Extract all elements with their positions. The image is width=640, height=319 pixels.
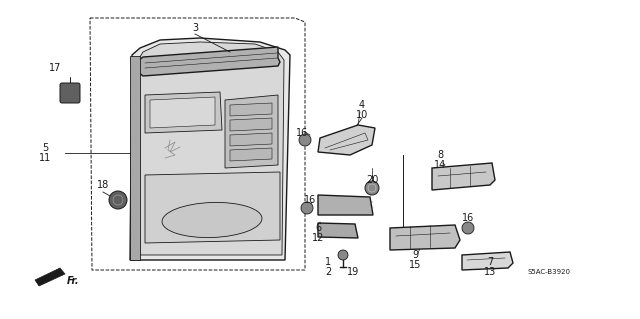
Polygon shape <box>145 172 280 243</box>
Polygon shape <box>318 195 373 215</box>
Circle shape <box>109 191 127 209</box>
Circle shape <box>365 181 379 195</box>
Polygon shape <box>230 103 272 116</box>
Text: 2: 2 <box>325 267 331 277</box>
FancyBboxPatch shape <box>60 83 80 103</box>
Text: 3: 3 <box>192 23 198 33</box>
Text: 16: 16 <box>462 213 474 223</box>
Polygon shape <box>230 118 272 131</box>
Text: 16: 16 <box>296 128 308 138</box>
Text: 14: 14 <box>434 160 446 170</box>
Polygon shape <box>138 47 280 76</box>
Text: S5AC-B3920: S5AC-B3920 <box>527 269 570 275</box>
Polygon shape <box>230 148 272 161</box>
Circle shape <box>338 250 348 260</box>
Polygon shape <box>318 223 358 238</box>
Text: 17: 17 <box>49 63 61 73</box>
Text: 19: 19 <box>347 267 359 277</box>
Polygon shape <box>130 38 290 260</box>
Polygon shape <box>225 95 278 168</box>
Circle shape <box>299 134 311 146</box>
Text: 12: 12 <box>312 233 324 243</box>
Polygon shape <box>130 56 140 260</box>
Text: 10: 10 <box>356 110 368 120</box>
Polygon shape <box>432 163 495 190</box>
Text: 8: 8 <box>437 150 443 160</box>
Text: 7: 7 <box>487 257 493 267</box>
Polygon shape <box>390 225 460 250</box>
Ellipse shape <box>162 203 262 238</box>
Text: 16: 16 <box>304 195 316 205</box>
Text: 15: 15 <box>409 260 421 270</box>
Text: Fr.: Fr. <box>67 276 79 286</box>
Text: 5: 5 <box>42 143 48 153</box>
Polygon shape <box>145 92 222 133</box>
Polygon shape <box>230 133 272 146</box>
Circle shape <box>301 202 313 214</box>
Polygon shape <box>138 42 284 255</box>
Text: 6: 6 <box>315 223 321 233</box>
Polygon shape <box>318 125 375 155</box>
Text: 11: 11 <box>39 153 51 163</box>
Text: 4: 4 <box>359 100 365 110</box>
Polygon shape <box>462 252 513 270</box>
Circle shape <box>462 222 474 234</box>
Text: 20: 20 <box>366 175 378 185</box>
Polygon shape <box>150 97 215 128</box>
Text: 13: 13 <box>484 267 496 277</box>
Text: 1: 1 <box>325 257 331 267</box>
Text: 18: 18 <box>97 180 109 190</box>
Polygon shape <box>35 268 65 286</box>
Text: 9: 9 <box>412 250 418 260</box>
